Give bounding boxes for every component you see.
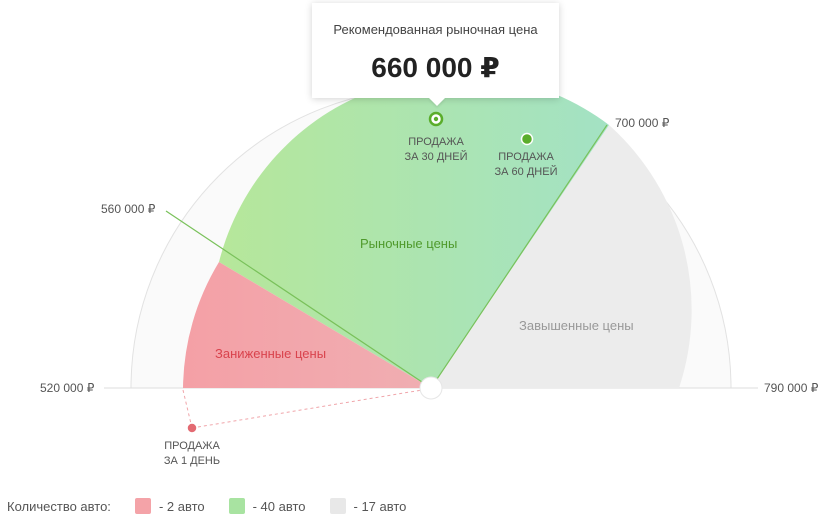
legend-swatch-market [228,498,245,514]
scale-max-label: 790 000 ₽ [764,381,819,395]
legend-title: Количество авто: [7,498,111,514]
legend-item-market: - 40 авто [228,498,306,514]
sale-1day-connector-v [182,389,193,429]
zone-high-sector [431,125,692,388]
tooltip-title: Рекомендованная рыночная цена [333,22,538,37]
sale-1day-label: ПРОДАЖА ЗА 1 ДЕНЬ [163,440,221,467]
sale-30days-label: ПРОДАЖА ЗА 30 ДНЕЙ [404,136,468,163]
sale-60days-marker [520,132,534,146]
zone-low-sector [183,262,431,388]
scale-low-label: 560 000 ₽ [101,202,156,216]
sale-1day-marker [186,422,198,434]
legend-item-low: - 2 авто [134,498,205,514]
boundary-high-line [430,124,608,389]
tooltip-price: 660 000 ₽ [371,52,500,83]
gauge-center-knob [419,376,443,400]
boundary-low-line [165,210,432,389]
scale-min-label: 520 000 ₽ [40,381,95,395]
scale-high-label: 700 000 ₽ [615,116,670,130]
sale-60days-label: ПРОДАЖА ЗА 60 ДНЕЙ [494,151,558,178]
zone-high-label: Завышенные цены [519,318,634,333]
sale-1day-connector-h [191,389,423,429]
zone-low-label: Заниженные цены [215,346,327,361]
car-count-legend: Количество авто: - 2 авто - 40 авто - 17… [7,497,406,515]
zone-market-sector [219,74,609,388]
legend-item-high: - 17 авто [329,498,406,514]
legend-swatch-low [134,498,151,514]
recommended-price-tooltip: Рекомендованная рыночная цена 660 000 ₽ [312,3,559,98]
zone-market-label: Рыночные цены [360,236,458,251]
legend-swatch-high [329,498,346,514]
